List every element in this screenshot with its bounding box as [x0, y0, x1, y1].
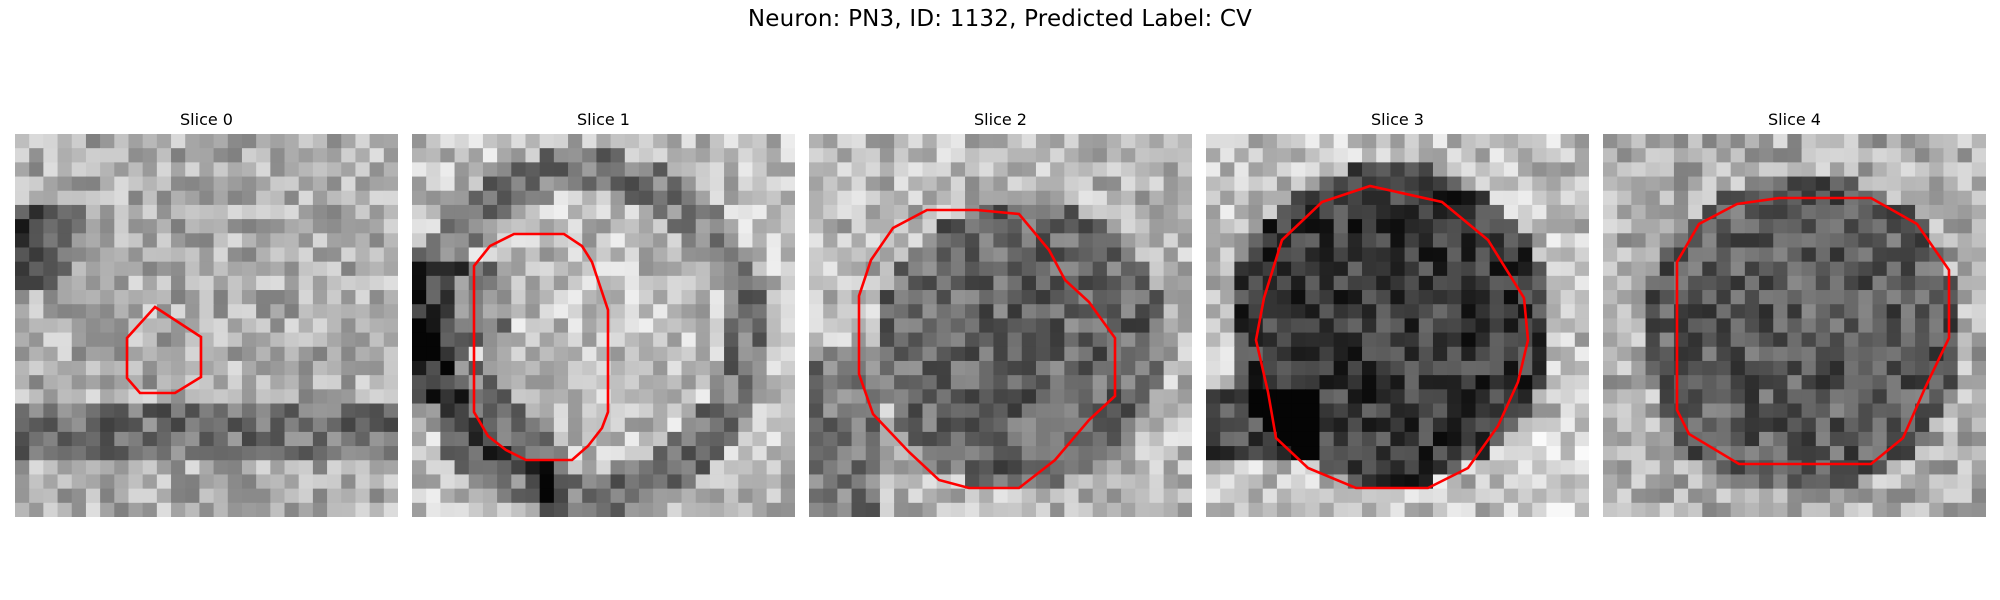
slice-panel-4: Slice 4: [1603, 108, 1986, 517]
slice-title-2: Slice 2: [974, 110, 1027, 129]
roi-contour-2: [857, 208, 1117, 490]
slice-panel-1: Slice 1: [412, 108, 795, 517]
figure-title: Neuron: PN3, ID: 1132, Predicted Label: …: [747, 6, 1253, 32]
slice-image-2: [809, 134, 1192, 517]
slice-image-1: [412, 134, 795, 517]
roi-contour-4: [1675, 196, 1951, 466]
slice-image-3: [1206, 134, 1589, 517]
slice-title-0: Slice 0: [180, 110, 233, 129]
slice-image-0: [15, 134, 398, 517]
slice-title-3: Slice 3: [1371, 110, 1424, 129]
slice-title-4: Slice 4: [1768, 110, 1821, 129]
slice-panel-0: Slice 0: [15, 108, 398, 517]
slice-title-1: Slice 1: [577, 110, 630, 129]
roi-contour-3: [1254, 184, 1530, 490]
slice-panel-3: Slice 3: [1206, 108, 1589, 517]
slice-image-4: [1603, 134, 1986, 517]
roi-contour-1: [472, 232, 610, 462]
slice-panel-2: Slice 2: [809, 108, 1192, 517]
roi-contour-0: [125, 305, 203, 395]
